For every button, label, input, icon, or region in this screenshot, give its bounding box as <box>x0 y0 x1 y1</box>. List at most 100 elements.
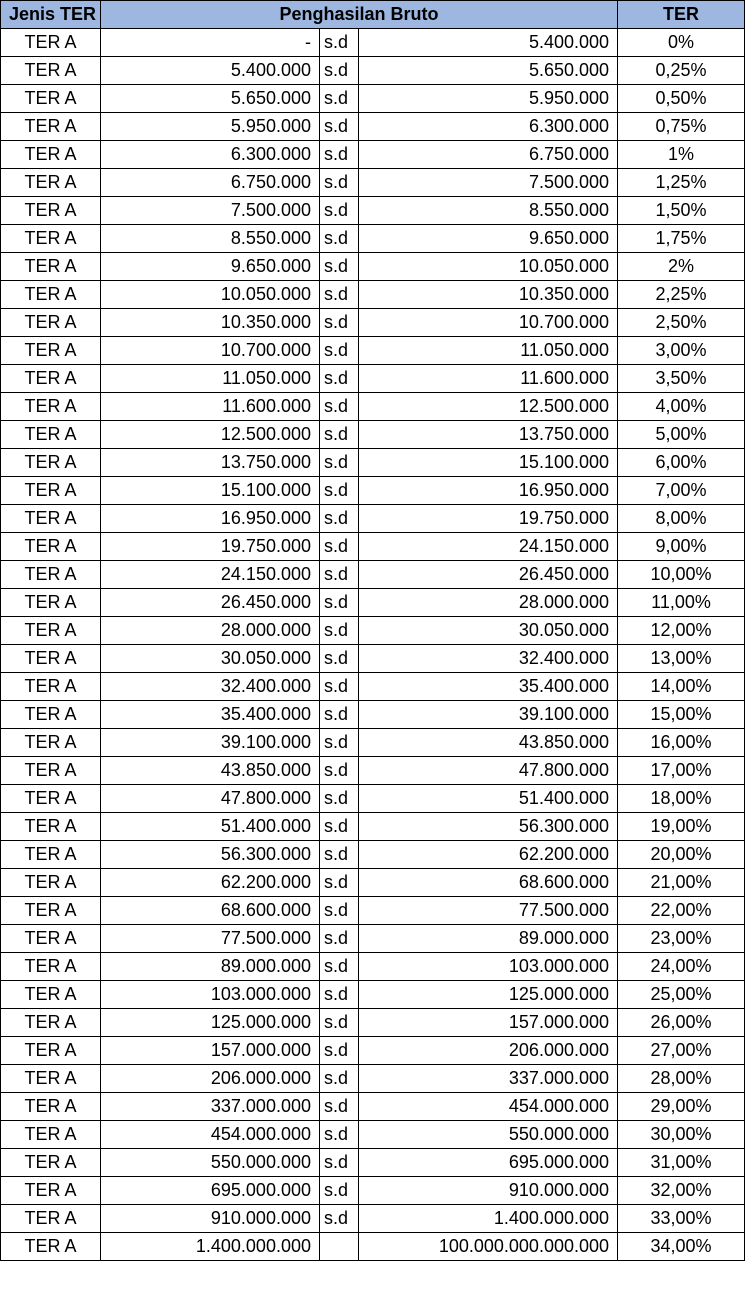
cell-ter-rate: 28,00% <box>617 1064 745 1093</box>
cell-sd: s.d <box>319 336 359 365</box>
cell-income-from: 103.000.000 <box>100 980 320 1009</box>
cell-ter-rate: 25,00% <box>617 980 745 1009</box>
cell-income-from: - <box>100 28 320 57</box>
cell-sd: s.d <box>319 1148 359 1177</box>
cell-jenis-ter: TER A <box>0 364 101 393</box>
cell-jenis-ter: TER A <box>0 280 101 309</box>
table-row: TER A 28.000.000 s.d 30.050.000 12,00% <box>0 616 745 645</box>
cell-ter-rate: 6,00% <box>617 448 745 477</box>
cell-income-from: 157.000.000 <box>100 1036 320 1065</box>
cell-ter-rate: 26,00% <box>617 1008 745 1037</box>
cell-ter-rate: 1,75% <box>617 224 745 253</box>
cell-income-from: 12.500.000 <box>100 420 320 449</box>
cell-ter-rate: 27,00% <box>617 1036 745 1065</box>
cell-income-to: 7.500.000 <box>357 168 619 197</box>
cell-jenis-ter: TER A <box>0 924 101 953</box>
cell-jenis-ter: TER A <box>0 224 101 253</box>
cell-ter-rate: 12,00% <box>617 616 745 645</box>
cell-ter-rate: 2,25% <box>617 280 745 309</box>
cell-jenis-ter: TER A <box>0 1120 101 1149</box>
cell-income-from: 910.000.000 <box>100 1204 320 1233</box>
cell-income-from: 7.500.000 <box>100 196 320 225</box>
cell-ter-rate: 33,00% <box>617 1204 745 1233</box>
cell-jenis-ter: TER A <box>0 56 101 85</box>
cell-jenis-ter: TER A <box>0 28 101 57</box>
table-row: TER A 5.950.000 s.d 6.300.000 0,75% <box>0 112 745 141</box>
cell-ter-rate: 1% <box>617 140 745 169</box>
cell-income-to: 100.000.000.000.000 <box>357 1232 619 1261</box>
table-row: TER A 695.000.000 s.d 910.000.000 32,00% <box>0 1176 745 1205</box>
cell-income-to: 26.450.000 <box>357 560 619 589</box>
cell-sd: s.d <box>319 1176 359 1205</box>
cell-income-to: 550.000.000 <box>357 1120 619 1149</box>
table-row: TER A 7.500.000 s.d 8.550.000 1,50% <box>0 196 745 225</box>
cell-ter-rate: 24,00% <box>617 952 745 981</box>
cell-income-from: 28.000.000 <box>100 616 320 645</box>
cell-income-from: 10.350.000 <box>100 308 320 337</box>
cell-ter-rate: 9,00% <box>617 532 745 561</box>
cell-ter-rate: 4,00% <box>617 392 745 421</box>
cell-ter-rate: 7,00% <box>617 476 745 505</box>
cell-income-from: 9.650.000 <box>100 252 320 281</box>
cell-ter-rate: 8,00% <box>617 504 745 533</box>
cell-income-from: 19.750.000 <box>100 532 320 561</box>
table-row: TER A 5.400.000 s.d 5.650.000 0,25% <box>0 56 745 85</box>
cell-sd: s.d <box>319 924 359 953</box>
cell-jenis-ter: TER A <box>0 336 101 365</box>
cell-ter-rate: 2% <box>617 252 745 281</box>
cell-jenis-ter: TER A <box>0 1232 101 1261</box>
cell-ter-rate: 13,00% <box>617 644 745 673</box>
header-ter: TER <box>617 0 745 29</box>
cell-income-from: 206.000.000 <box>100 1064 320 1093</box>
cell-income-to: 9.650.000 <box>357 224 619 253</box>
cell-income-to: 157.000.000 <box>357 1008 619 1037</box>
table-row: TER A 550.000.000 s.d 695.000.000 31,00% <box>0 1148 745 1177</box>
table-row: TER A 24.150.000 s.d 26.450.000 10,00% <box>0 560 745 589</box>
table-row: TER A 19.750.000 s.d 24.150.000 9,00% <box>0 532 745 561</box>
cell-jenis-ter: TER A <box>0 420 101 449</box>
cell-jenis-ter: TER A <box>0 252 101 281</box>
cell-sd: s.d <box>319 476 359 505</box>
cell-income-to: 13.750.000 <box>357 420 619 449</box>
cell-ter-rate: 34,00% <box>617 1232 745 1261</box>
cell-income-to: 30.050.000 <box>357 616 619 645</box>
header-penghasilan-bruto: Penghasilan Bruto <box>99 0 619 29</box>
table-row: TER A 910.000.000 s.d 1.400.000.000 33,00% <box>0 1204 745 1233</box>
cell-ter-rate: 20,00% <box>617 840 745 869</box>
cell-jenis-ter: TER A <box>0 728 101 757</box>
cell-sd: s.d <box>319 532 359 561</box>
cell-sd: s.d <box>319 308 359 337</box>
cell-sd: s.d <box>319 840 359 869</box>
table-row: TER A 337.000.000 s.d 454.000.000 29,00% <box>0 1092 745 1121</box>
cell-sd: s.d <box>319 896 359 925</box>
cell-income-to: 56.300.000 <box>357 812 619 841</box>
cell-jenis-ter: TER A <box>0 1204 101 1233</box>
ter-rate-table: Jenis TER Penghasilan Bruto TER TER A - s.… <box>0 0 745 1261</box>
table-row: TER A 26.450.000 s.d 28.000.000 11,00% <box>0 588 745 617</box>
cell-sd: s.d <box>319 28 359 57</box>
cell-sd: s.d <box>319 280 359 309</box>
cell-jenis-ter: TER A <box>0 980 101 1009</box>
cell-income-from: 550.000.000 <box>100 1148 320 1177</box>
cell-jenis-ter: TER A <box>0 616 101 645</box>
cell-income-to: 6.300.000 <box>357 112 619 141</box>
table-row: TER A 47.800.000 s.d 51.400.000 18,00% <box>0 784 745 813</box>
cell-jenis-ter: TER A <box>0 196 101 225</box>
cell-sd: s.d <box>319 56 359 85</box>
cell-jenis-ter: TER A <box>0 560 101 589</box>
cell-income-to: 6.750.000 <box>357 140 619 169</box>
cell-sd: s.d <box>319 1092 359 1121</box>
table-row: TER A 12.500.000 s.d 13.750.000 5,00% <box>0 420 745 449</box>
table-row: TER A 125.000.000 s.d 157.000.000 26,00% <box>0 1008 745 1037</box>
cell-jenis-ter: TER A <box>0 840 101 869</box>
cell-income-to: 695.000.000 <box>357 1148 619 1177</box>
cell-income-to: 35.400.000 <box>357 672 619 701</box>
cell-sd: s.d <box>319 196 359 225</box>
table-row: TER A 62.200.000 s.d 68.600.000 21,00% <box>0 868 745 897</box>
cell-jenis-ter: TER A <box>0 112 101 141</box>
cell-income-from: 56.300.000 <box>100 840 320 869</box>
cell-income-from: 30.050.000 <box>100 644 320 673</box>
cell-income-from: 77.500.000 <box>100 924 320 953</box>
cell-income-from: 454.000.000 <box>100 1120 320 1149</box>
cell-ter-rate: 30,00% <box>617 1120 745 1149</box>
